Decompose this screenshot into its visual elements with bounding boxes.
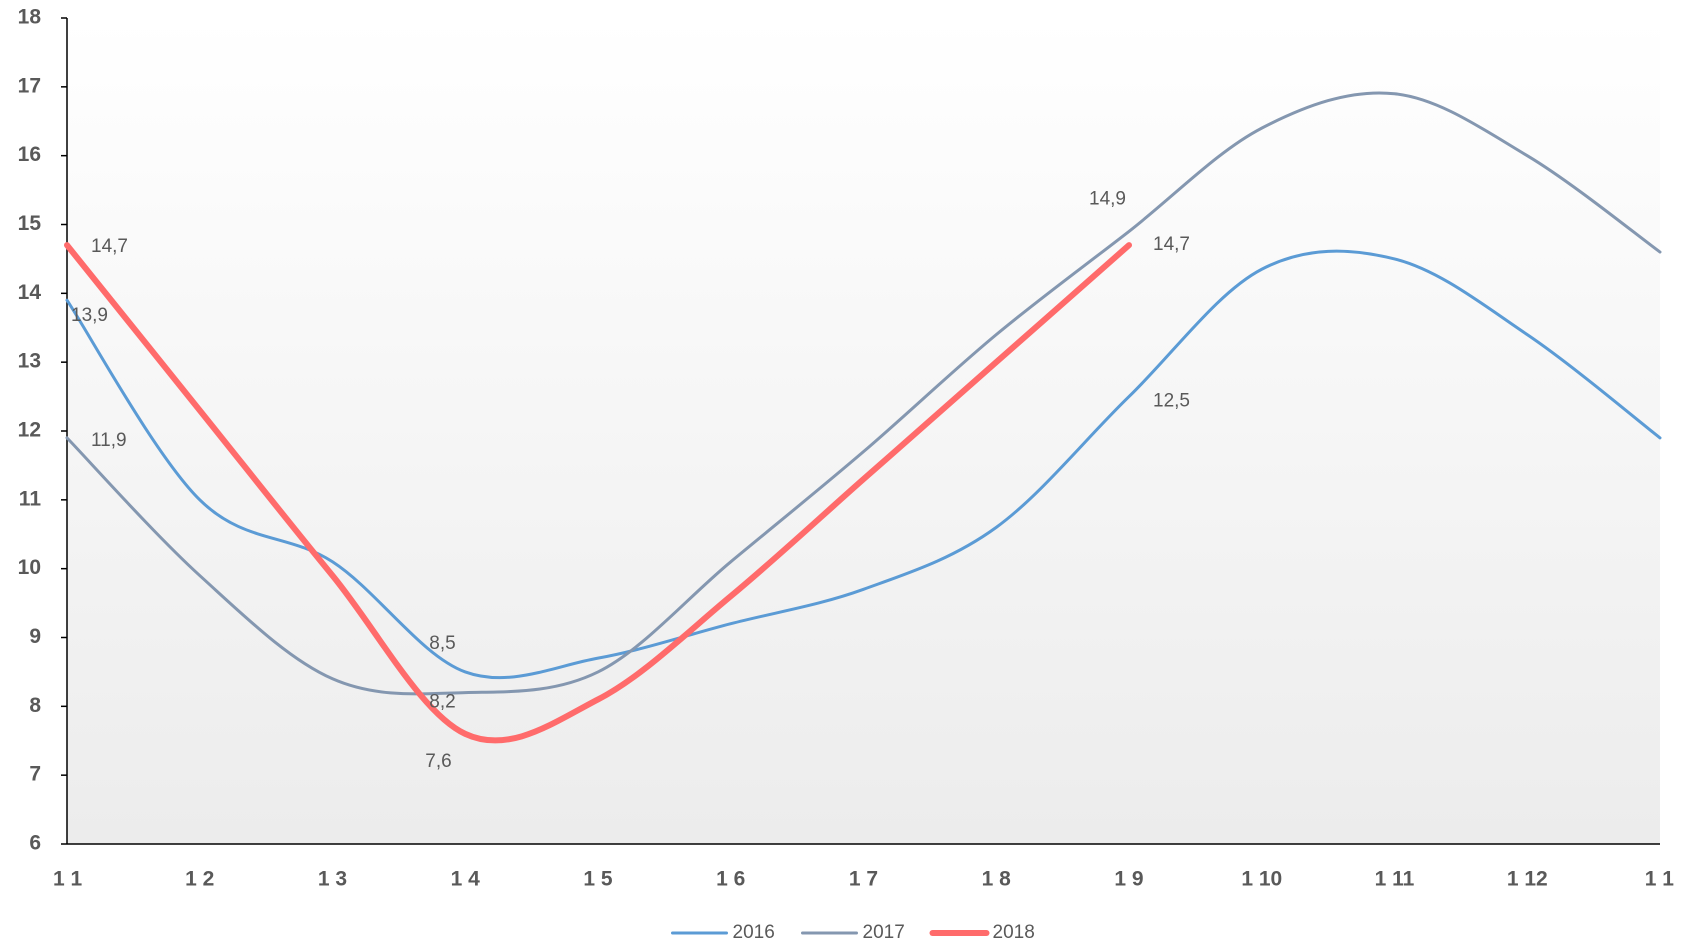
y-tick-label: 13 — [18, 350, 41, 373]
data-label: 8,2 — [429, 692, 455, 713]
data-label: 11,9 — [91, 430, 127, 451]
data-label: 14,7 — [1153, 234, 1190, 255]
x-tick-label: 1 6 — [716, 868, 745, 891]
series-line — [65, 91, 1662, 696]
legend-label: 2017 — [863, 922, 905, 943]
y-tick-label: 18 — [18, 6, 42, 29]
y-tick-label: 7 — [29, 763, 41, 786]
x-tick-label: 1 2 — [185, 868, 214, 891]
y-tick-label: 11 — [19, 487, 42, 510]
x-tick-label: 1 1 — [1645, 868, 1675, 891]
data-label: 7,6 — [425, 751, 451, 772]
y-tick-label: 8 — [29, 694, 41, 717]
y-tick-label: 10 — [18, 556, 41, 579]
y-tick-label: 12 — [18, 419, 41, 442]
x-tick-label: 1 12 — [1507, 868, 1548, 891]
x-tick-label: 1 10 — [1241, 868, 1282, 891]
data-label: 13,9 — [71, 305, 108, 326]
y-tick-label: 14 — [18, 281, 42, 304]
x-tick-label: 1 9 — [1114, 868, 1143, 891]
data-label: 14,9 — [1089, 188, 1126, 209]
y-tick-label: 17 — [18, 74, 41, 97]
legend-label: 2018 — [993, 922, 1035, 943]
data-label: 8,5 — [429, 633, 455, 654]
x-tick-label: 1 11 — [1375, 868, 1415, 891]
data-label: 14,7 — [91, 236, 128, 257]
series-line — [64, 242, 1132, 744]
y-tick-label: 16 — [18, 143, 41, 166]
data-label: 12,5 — [1153, 391, 1190, 412]
y-tick-label: 15 — [18, 212, 42, 235]
legend-label: 2016 — [733, 922, 775, 943]
x-tick-label: 1 1 — [53, 868, 83, 891]
x-tick-label: 1 8 — [982, 868, 1012, 891]
x-tick-label: 1 3 — [318, 868, 347, 891]
plot-background — [67, 18, 1660, 844]
x-tick-label: 1 4 — [451, 868, 481, 891]
y-tick-label: 9 — [29, 625, 41, 648]
x-tick-label: 1 7 — [849, 868, 878, 891]
y-tick-label: 6 — [29, 832, 41, 855]
x-tick-label: 1 5 — [583, 868, 613, 891]
